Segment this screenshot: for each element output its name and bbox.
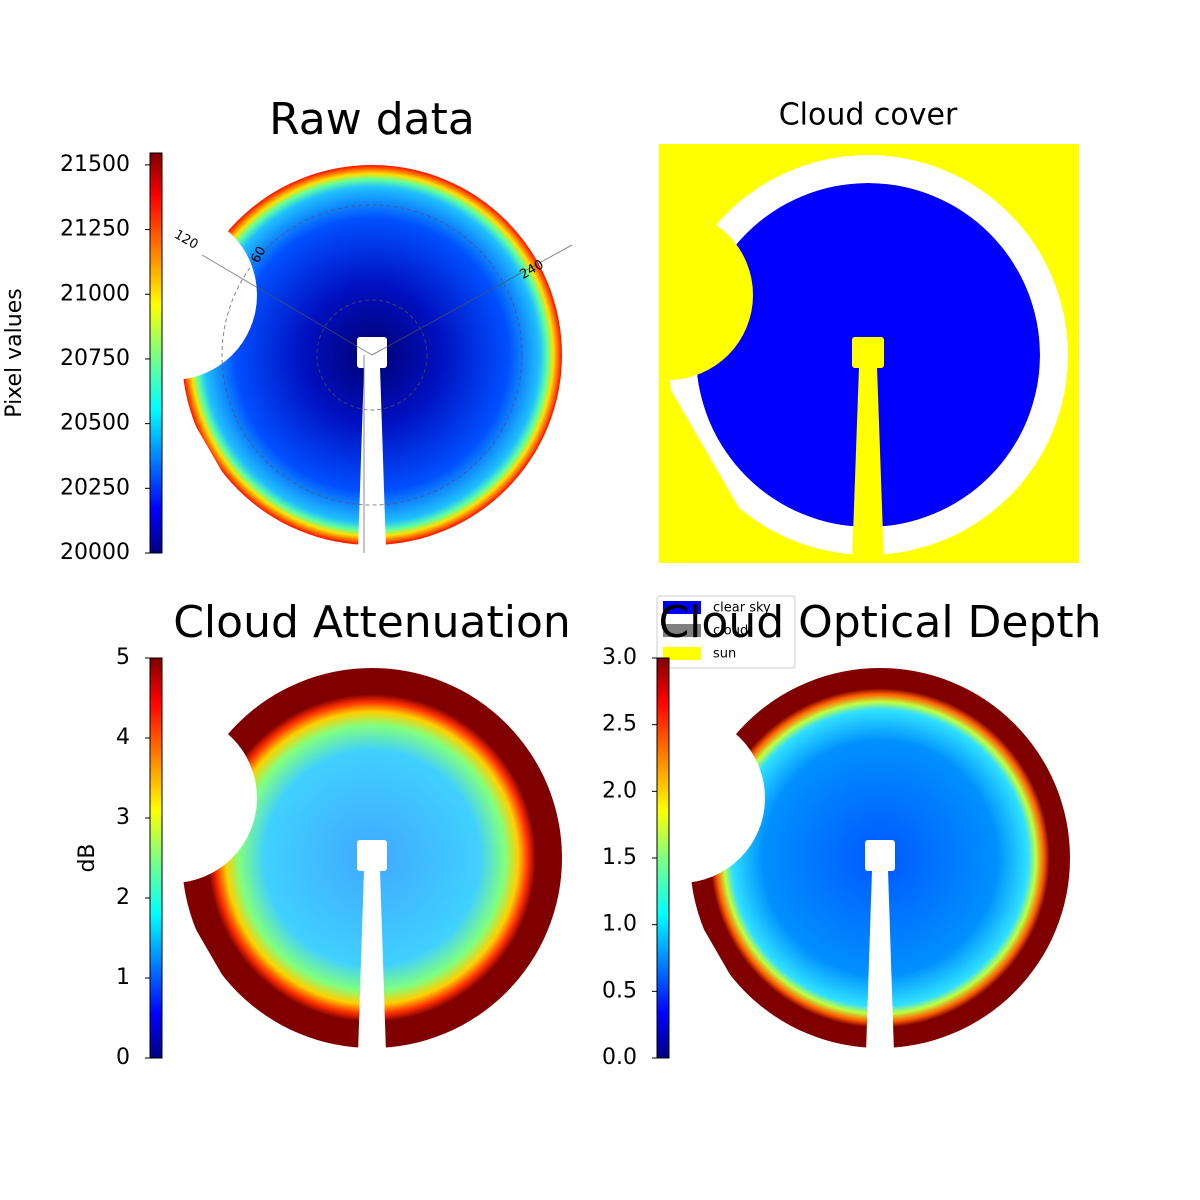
polar-line — [201, 254, 373, 356]
polar-circle — [316, 299, 428, 411]
panel-title: Cloud cover — [779, 98, 958, 133]
colorbar-tick-label: 2 — [116, 885, 130, 910]
panel-title: Raw data — [269, 94, 475, 145]
colorbar-frame — [149, 152, 163, 554]
colorbar-tick-label: 3.0 — [602, 645, 637, 670]
colorbar — [150, 658, 162, 1058]
colorbar-tick-label: 5 — [116, 645, 130, 670]
colorbar-tick-label: 1 — [116, 965, 130, 990]
sky-image — [177, 663, 567, 1053]
colorbar — [150, 153, 162, 553]
colorbar-tick-label: 2.0 — [602, 778, 637, 803]
colorbar-tick-label: 0 — [116, 1045, 130, 1070]
colorbar — [657, 658, 669, 1058]
legend-swatch — [663, 624, 701, 637]
colorbar-tick-label: 20750 — [60, 346, 130, 371]
polar-label: 120 — [171, 227, 200, 252]
colorbar-tick-label: 21000 — [60, 281, 130, 306]
legend-label: clear sky — [713, 601, 771, 616]
colorbar-label: dB — [75, 843, 100, 872]
colorbar-tick-label: 3 — [116, 805, 130, 830]
colorbar-tick-label: 20000 — [60, 540, 130, 565]
colorbar-tick-label: 20250 — [60, 475, 130, 500]
legend-swatch — [663, 647, 701, 660]
panel-title: Cloud Attenuation — [173, 597, 571, 648]
colorbar-label: Pixel values — [2, 288, 27, 417]
colorbar-tick-label: 21250 — [60, 217, 130, 242]
sun-mast-pole — [852, 367, 884, 563]
polar-label: 60 — [248, 244, 269, 266]
polar-circle — [221, 204, 523, 506]
colorbar-tick-label: 1.0 — [602, 912, 637, 937]
legend-label: sun — [713, 647, 736, 662]
polar-grid — [201, 204, 573, 553]
polar-line — [371, 244, 573, 356]
colorbar-tick-label: 0.0 — [602, 1045, 637, 1070]
colorbar-frame — [149, 657, 163, 1059]
colorbar-tick-label: 1.5 — [602, 845, 637, 870]
colorbar-tick-label: 0.5 — [602, 978, 637, 1003]
colorbar-tick-label: 21500 — [60, 152, 130, 177]
sky-image — [685, 663, 1075, 1053]
sun-mast — [852, 337, 884, 368]
colorbar-tick-label: 4 — [116, 725, 130, 750]
panel-title: Cloud Optical Depth — [658, 597, 1101, 648]
legend-label: cloud — [713, 624, 748, 639]
legend-swatch — [663, 601, 701, 614]
colorbar-tick-label: 2.5 — [602, 712, 637, 737]
colorbar-tick-label: 20500 — [60, 411, 130, 436]
